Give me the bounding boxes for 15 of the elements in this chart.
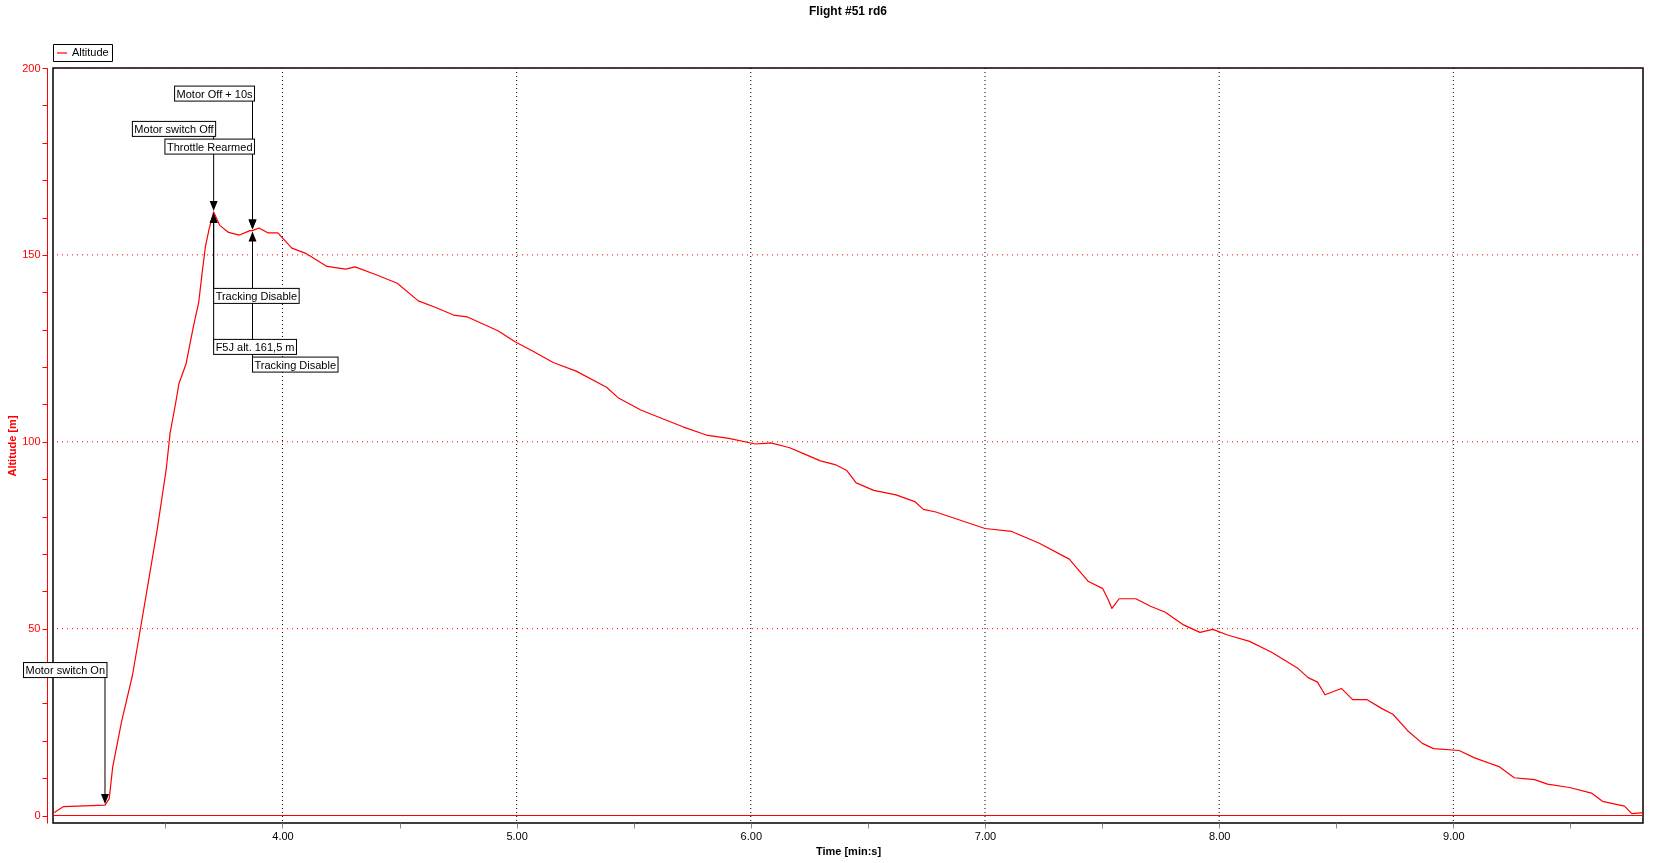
y-axis-title: Altitude [m] (6, 415, 19, 477)
x-axis-title: Time [min:s] (815, 844, 882, 857)
y-tick-label: 100 (22, 435, 41, 448)
x-tick-label: 6.00 (740, 829, 763, 842)
x-tick-label: 7.00 (974, 829, 997, 842)
y-tick-label: 150 (22, 248, 41, 261)
y-tick-label: 0 (34, 809, 41, 822)
legend-label: Altitude (72, 46, 109, 58)
chart-title: Flight #51 rd6 (808, 3, 888, 18)
x-tick-label: 8.00 (1208, 829, 1231, 842)
y-tick-label: 50 (28, 622, 41, 635)
y-tick-label: 200 (22, 61, 41, 74)
x-tick-label: 9.00 (1443, 829, 1465, 842)
x-tick-label: 4.00 (272, 829, 294, 842)
x-tick-label: 5.00 (506, 829, 528, 842)
